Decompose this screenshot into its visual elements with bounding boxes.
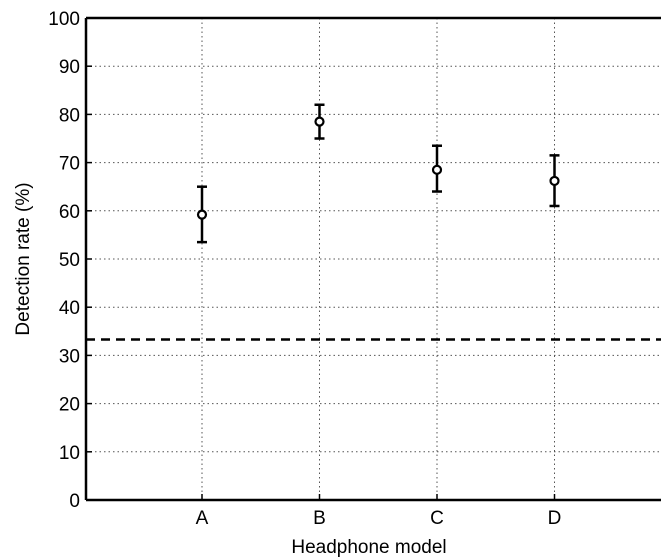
grid <box>86 18 661 500</box>
y-tick-label: 30 <box>59 346 80 367</box>
x-tick-label: A <box>196 508 209 529</box>
data-marks <box>196 103 560 244</box>
y-tick-label: 0 <box>69 491 80 512</box>
y-tick-label: 50 <box>59 250 80 271</box>
data-point <box>196 209 208 220</box>
y-tick-label: 100 <box>48 9 80 30</box>
tick-labels: 0 10 20 30 40 50 60 70 80 90 100 A B C D <box>48 9 561 529</box>
x-axis-title: Headphone model <box>291 537 446 557</box>
y-tick-label: 90 <box>59 57 80 78</box>
data-point <box>314 116 325 127</box>
y-axis-title: Detection rate (%) <box>13 182 34 335</box>
y-tick-label: 70 <box>59 154 80 175</box>
data-point <box>549 175 560 187</box>
x-tick-label: B <box>313 508 326 529</box>
y-tick-label: 60 <box>59 202 80 223</box>
y-tick-label: 10 <box>59 443 80 464</box>
x-tick-label: D <box>548 508 562 529</box>
data-point <box>431 164 443 175</box>
y-tick-label: 20 <box>59 395 80 416</box>
y-tick-label: 40 <box>59 298 80 319</box>
axes <box>84 16 661 502</box>
x-tick-label: C <box>430 508 444 529</box>
y-tick-label: 80 <box>59 105 80 126</box>
